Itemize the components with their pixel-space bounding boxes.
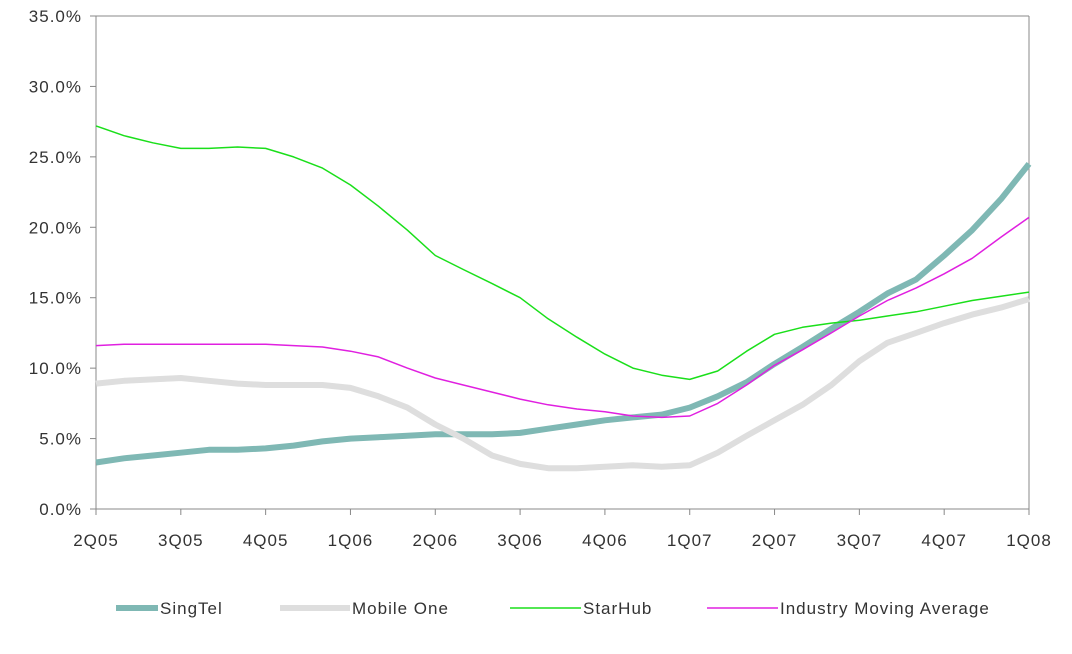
x-tick-label: 1Q08 — [1006, 531, 1052, 550]
x-tick-label: 4Q05 — [243, 531, 289, 550]
series-line-mobile-one — [95, 296, 1030, 472]
x-tick-label: 3Q07 — [837, 531, 883, 550]
plot-area — [96, 15, 1030, 509]
x-tick-label: 3Q05 — [158, 531, 204, 550]
series-line-starhub — [95, 125, 1030, 381]
legend-item-industry-moving-average: Industry Moving Average — [707, 599, 990, 618]
legend-item-singtel: SingTel — [116, 599, 223, 618]
x-tick-label: 2Q05 — [73, 531, 119, 550]
y-tick-label: 5.0% — [39, 430, 82, 449]
legend: SingTel Mobile One StarHub Industry Moving … — [116, 599, 990, 618]
x-tick-label: 2Q06 — [412, 531, 458, 550]
y-tick-label: 20.0% — [29, 218, 82, 237]
series-line-industry-moving-average — [95, 216, 1030, 419]
x-tick-label: 3Q06 — [497, 531, 543, 550]
x-tick-label: 1Q06 — [328, 531, 374, 550]
legend-label: Industry Moving Average — [780, 599, 990, 618]
legend-label: SingTel — [160, 599, 223, 618]
x-tick-label: 4Q06 — [582, 531, 628, 550]
series-group — [95, 125, 1032, 472]
x-tick-label: 2Q07 — [752, 531, 798, 550]
legend-label: StarHub — [583, 599, 652, 618]
y-tick-label: 30.0% — [29, 77, 82, 96]
y-tick-label: 15.0% — [29, 289, 82, 308]
y-tick-label: 0.0% — [39, 500, 82, 519]
x-tick-label: 4Q07 — [921, 531, 967, 550]
x-tick-label: 1Q07 — [667, 531, 713, 550]
legend-item-starhub: StarHub — [510, 599, 652, 618]
legend-label: Mobile One — [352, 599, 449, 618]
y-tick-label: 10.0% — [29, 359, 82, 378]
y-tick-label: 35.0% — [29, 7, 82, 26]
y-tick-label: 25.0% — [29, 148, 82, 167]
axes: 0.0% 5.0% 10.0% 15.0% 20.0% 25.0% 30.0% 35.0% 2Q… — [29, 7, 1052, 550]
legend-item-mobile-one: Mobile One — [280, 599, 449, 618]
series-line-singtel — [95, 162, 1032, 466]
